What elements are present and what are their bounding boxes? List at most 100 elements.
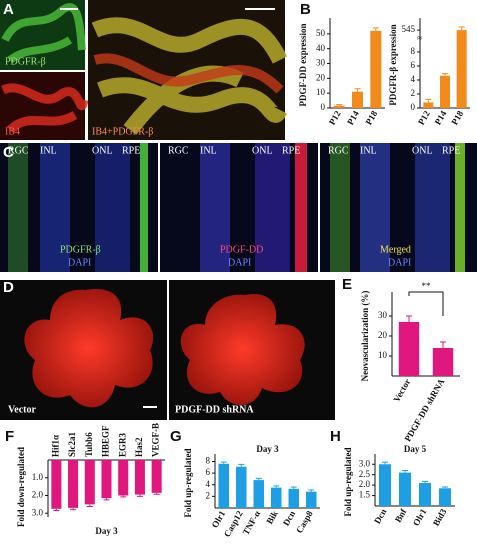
bar — [432, 348, 454, 376]
y-tick-label: 30 — [378, 310, 388, 320]
x-tick-label: TNF-α — [241, 509, 263, 537]
image-label: Merged — [380, 244, 411, 255]
y-tick-label: 1.5 — [359, 490, 371, 500]
bar — [370, 30, 382, 108]
y-tick-label: 4 — [411, 74, 416, 84]
bar — [306, 491, 317, 508]
image-group — [0, 143, 477, 272]
image — [24, 289, 154, 408]
y-tick-label: 2.0 — [32, 490, 44, 500]
panel-letter: F — [5, 428, 14, 445]
y-axis-label: Fold up-regulated — [183, 448, 193, 517]
x-tick-label: HBEGF — [101, 425, 111, 457]
panel-letter: G — [170, 428, 182, 445]
layer-label: INL — [360, 145, 377, 156]
y-axis-label: PDGFR-β expression — [388, 24, 398, 105]
x-tick-label: Dcn — [372, 507, 388, 525]
y-tick-label: 20 — [378, 330, 388, 340]
x-tick-label: P14 — [433, 109, 449, 127]
image-label: IB4 — [5, 126, 20, 137]
bar — [333, 105, 345, 108]
bar — [271, 487, 282, 508]
y-tick-label: 2.5 — [359, 469, 371, 479]
bar — [218, 463, 229, 508]
y-tick-label: 3.0 — [359, 458, 371, 468]
image-label: DAPI — [68, 257, 91, 268]
bar — [398, 322, 420, 376]
y-tick-label: 6 — [411, 60, 416, 70]
image-label: PDGFR-β — [5, 56, 46, 67]
y-tick-label: 2.0 — [359, 479, 371, 489]
y-tick-label: 8 — [206, 456, 211, 466]
image-label: PDGF-DD shRNA — [175, 404, 254, 415]
y-tick-label: 3.0 — [32, 507, 44, 517]
layer-label: RPE — [282, 145, 300, 156]
layer-label: INL — [40, 145, 57, 156]
image-label: PDGF-DD — [220, 244, 263, 255]
y-tick-label: 6 — [206, 467, 211, 477]
y-tick-label: 10 — [378, 350, 388, 360]
image-label: DAPI — [228, 257, 251, 268]
y-tick-label: 30 — [316, 58, 326, 68]
y-tick-label: 40 — [316, 43, 326, 53]
bar — [419, 483, 431, 506]
annotation: ** — [422, 281, 432, 291]
x-tick-label: Casp8 — [294, 509, 315, 535]
layer-label: RPE — [122, 145, 140, 156]
y-axis-label: PDGF-DD expression — [298, 23, 308, 106]
panel-letter: H — [330, 428, 341, 445]
bar — [236, 466, 247, 508]
x-tick-label: Slc2a1 — [67, 431, 77, 457]
y-tick-label: 4 — [206, 479, 211, 489]
x-tick-label: Dcn — [281, 509, 297, 527]
y-tick-label: 1.0 — [32, 472, 44, 482]
layer-label: RGC — [168, 145, 189, 156]
panel-letter: D — [3, 279, 14, 296]
x-tick-label: P18 — [449, 109, 465, 127]
y-tick-label: 0 — [321, 102, 326, 112]
image — [180, 294, 305, 406]
x-tick-label: Tubb6 — [84, 432, 94, 457]
x-tick-label: P12 — [416, 109, 432, 127]
image-label: Vector — [8, 404, 37, 415]
bar — [151, 460, 162, 493]
layer-label: ONL — [92, 145, 113, 156]
layer-label: ONL — [252, 145, 273, 156]
bar — [101, 460, 112, 499]
y-axis-label: Fold down-regulated — [16, 447, 26, 527]
y-axis-label: Fold up-regulated — [343, 447, 353, 516]
bar — [439, 488, 451, 506]
x-tick-label: Bid3 — [431, 507, 449, 528]
bar — [440, 75, 450, 108]
bar — [456, 30, 467, 108]
panel-letter: C — [3, 144, 14, 161]
bar — [118, 460, 129, 496]
bar — [68, 460, 79, 508]
bar — [352, 91, 363, 108]
y-tick-label: 2 — [411, 88, 416, 98]
bracket — [408, 291, 444, 316]
layer-label: RGC — [8, 145, 29, 156]
y-tick-label: 0 — [411, 102, 416, 112]
y-tick-label: 545 — [402, 24, 416, 34]
bar — [288, 488, 299, 508]
y-tick-label: 10 — [316, 87, 326, 97]
x-tick-label: Bik — [264, 509, 279, 526]
x-tick-label: Has2 — [134, 437, 144, 457]
bar — [253, 480, 264, 508]
x-tick-label: Vector — [391, 377, 412, 404]
layer-label: RPE — [442, 145, 460, 156]
x-tick-label: P14 — [345, 109, 361, 127]
x-tick-label: Olr1 — [210, 509, 228, 530]
layer-label: INL — [200, 145, 217, 156]
y-axis-label: Neovascularization (%) — [360, 291, 370, 382]
x-tick-label: EGR3 — [117, 432, 127, 457]
bar — [379, 464, 391, 506]
chart-title: Day 3 — [95, 526, 118, 536]
panel-letter: A — [3, 1, 14, 18]
y-tick-label: 2 — [206, 490, 211, 500]
x-tick-label: P18 — [363, 109, 379, 127]
chart-title: Day 5 — [404, 444, 427, 454]
panel-letter: B — [300, 1, 311, 18]
